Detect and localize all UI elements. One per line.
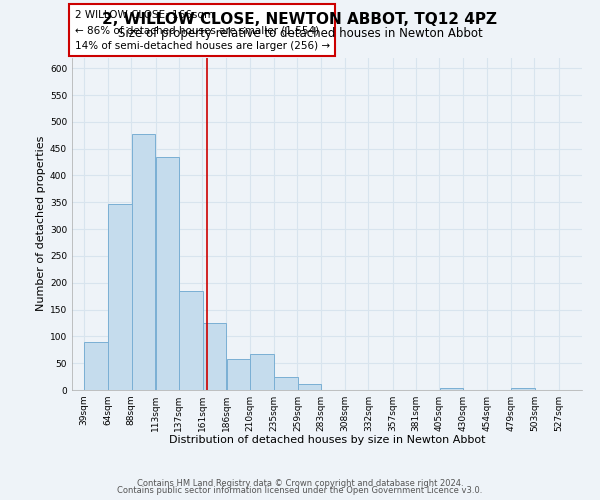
Bar — [298, 384, 321, 390]
Bar — [131, 134, 155, 390]
Bar — [250, 354, 274, 390]
Text: Size of property relative to detached houses in Newton Abbot: Size of property relative to detached ho… — [118, 28, 482, 40]
Bar — [179, 291, 203, 390]
Bar — [203, 323, 226, 390]
Text: 2 WILLOW CLOSE: 166sqm
← 86% of detached houses are smaller (1,554)
14% of semi-: 2 WILLOW CLOSE: 166sqm ← 86% of detached… — [74, 10, 329, 51]
Bar — [440, 388, 463, 390]
Text: Contains public sector information licensed under the Open Government Licence v3: Contains public sector information licen… — [118, 486, 482, 495]
Bar — [156, 157, 179, 390]
Text: Contains HM Land Registry data © Crown copyright and database right 2024.: Contains HM Land Registry data © Crown c… — [137, 478, 463, 488]
Bar — [274, 376, 298, 390]
Y-axis label: Number of detached properties: Number of detached properties — [36, 136, 46, 312]
X-axis label: Distribution of detached houses by size in Newton Abbot: Distribution of detached houses by size … — [169, 436, 485, 446]
Text: 2, WILLOW CLOSE, NEWTON ABBOT, TQ12 4PZ: 2, WILLOW CLOSE, NEWTON ABBOT, TQ12 4PZ — [103, 12, 497, 28]
Bar — [511, 388, 535, 390]
Bar — [227, 360, 250, 390]
Bar — [109, 204, 132, 390]
Bar — [84, 342, 107, 390]
